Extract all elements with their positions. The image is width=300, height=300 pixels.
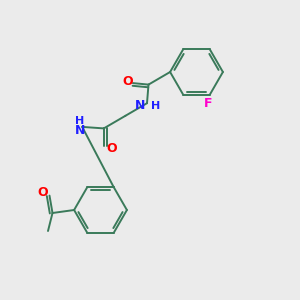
Text: O: O bbox=[122, 75, 133, 88]
Text: N: N bbox=[75, 124, 85, 137]
Text: F: F bbox=[204, 97, 212, 110]
Text: H: H bbox=[151, 100, 160, 111]
Text: O: O bbox=[38, 185, 48, 199]
Text: N: N bbox=[135, 99, 146, 112]
Text: O: O bbox=[106, 142, 117, 155]
Text: H: H bbox=[75, 116, 84, 126]
